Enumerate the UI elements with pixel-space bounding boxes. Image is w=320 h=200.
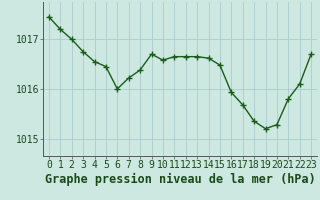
X-axis label: Graphe pression niveau de la mer (hPa): Graphe pression niveau de la mer (hPa) <box>44 173 316 186</box>
